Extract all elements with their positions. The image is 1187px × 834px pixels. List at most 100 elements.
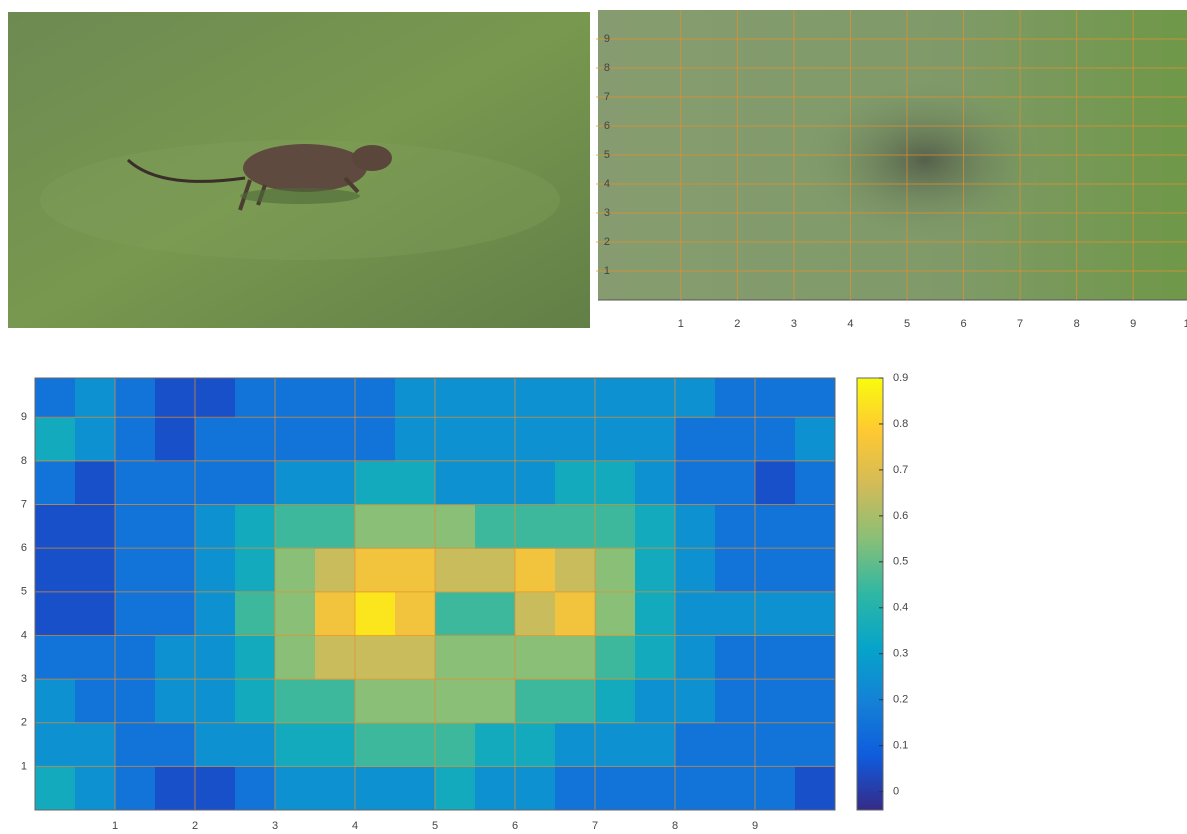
y-tick-label: 5 <box>604 149 610 161</box>
contour-cell <box>515 548 556 592</box>
contour-cell <box>235 679 276 723</box>
contour-cell <box>395 548 436 592</box>
contour-cell <box>115 723 156 767</box>
contour-cell <box>355 461 396 505</box>
contour-cell <box>355 592 396 636</box>
y-tick-label: 6 <box>21 542 27 554</box>
contour-cell <box>75 766 116 810</box>
contour-cell <box>515 766 556 810</box>
contour-cell <box>235 417 276 461</box>
y-tick-label: 6 <box>604 120 610 132</box>
contour-cell <box>75 374 116 418</box>
contour-cell <box>795 417 836 461</box>
contour-cell <box>35 374 76 418</box>
contour-cell <box>475 723 516 767</box>
contour-cell <box>275 505 316 549</box>
contour-cell <box>635 766 676 810</box>
contour-cell <box>435 374 476 418</box>
contour-cell <box>395 723 436 767</box>
contour-cell <box>355 679 396 723</box>
contour-cell <box>315 679 356 723</box>
contour-cell <box>435 461 476 505</box>
contour-cell <box>555 374 596 418</box>
contour-cell <box>715 461 756 505</box>
contour-cell <box>515 461 556 505</box>
contour-cell <box>755 374 796 418</box>
contour-cell <box>795 548 836 592</box>
contour-cell <box>35 592 76 636</box>
contour-cell <box>155 679 196 723</box>
contour-cell <box>275 679 316 723</box>
contour-cell <box>675 505 716 549</box>
contour-cell <box>595 374 636 418</box>
contour-cell <box>515 635 556 679</box>
contour-cell <box>715 766 756 810</box>
contour-cell <box>315 417 356 461</box>
colorbar-tick-label: 0.3 <box>893 648 908 660</box>
contour-cell <box>435 417 476 461</box>
contour-cell <box>595 505 636 549</box>
contour-cell <box>315 461 356 505</box>
y-tick-label: 2 <box>604 236 610 248</box>
contour-cell <box>155 505 196 549</box>
contour-cell <box>395 417 436 461</box>
contour-cell <box>75 417 116 461</box>
contour-cell <box>635 723 676 767</box>
contour-cell <box>635 592 676 636</box>
x-tick-label: 6 <box>512 820 518 832</box>
x-tick-label: 7 <box>592 820 598 832</box>
contour-cell <box>235 374 276 418</box>
contour-cell <box>395 461 436 505</box>
contour-cell <box>275 723 316 767</box>
contour-cell <box>155 461 196 505</box>
contour-cell <box>275 374 316 418</box>
contour-cell <box>315 723 356 767</box>
y-tick-label: 8 <box>604 62 610 74</box>
contour-cell <box>275 417 316 461</box>
contour-cell <box>155 723 196 767</box>
contour-cell <box>555 766 596 810</box>
contour-cell <box>355 417 396 461</box>
contour-cell <box>715 592 756 636</box>
contour-cell <box>75 505 116 549</box>
contour-cell <box>635 635 676 679</box>
contour-cell <box>75 548 116 592</box>
contour-cell <box>515 679 556 723</box>
page: 12345678910123456789 1234567891234567890… <box>0 0 1187 834</box>
contour-cell <box>755 548 796 592</box>
contour-cell <box>475 374 516 418</box>
contour-cell <box>195 505 236 549</box>
contour-cell <box>555 635 596 679</box>
contour-cell <box>195 374 236 418</box>
contour-cell <box>275 766 316 810</box>
contour-cell <box>235 592 276 636</box>
contour-cell <box>795 723 836 767</box>
contour-cell <box>675 766 716 810</box>
contour-cell <box>635 461 676 505</box>
contour-cell <box>35 766 76 810</box>
contour-cell <box>115 505 156 549</box>
contour-cell <box>355 548 396 592</box>
contour-cell <box>755 505 796 549</box>
contour-cell <box>155 635 196 679</box>
contour-cell <box>395 374 436 418</box>
contour-cell <box>315 548 356 592</box>
contour-cell <box>435 548 476 592</box>
contour-cell <box>635 417 676 461</box>
colorbar-tick-label: 0 <box>893 786 899 798</box>
contour-cell <box>235 548 276 592</box>
y-tick-label: 9 <box>21 411 27 423</box>
y-tick-label: 9 <box>604 33 610 45</box>
x-tick-label: 3 <box>791 318 797 330</box>
contour-cell <box>315 505 356 549</box>
contour-cell <box>75 679 116 723</box>
contour-cell <box>395 766 436 810</box>
x-tick-label: 5 <box>904 318 910 330</box>
contour-cell <box>35 635 76 679</box>
x-tick-label: 4 <box>352 820 358 832</box>
contour-cell <box>555 592 596 636</box>
photo <box>8 12 590 328</box>
x-tick-label: 6 <box>960 318 966 330</box>
contour-cell <box>315 374 356 418</box>
y-tick-label: 4 <box>604 178 610 190</box>
